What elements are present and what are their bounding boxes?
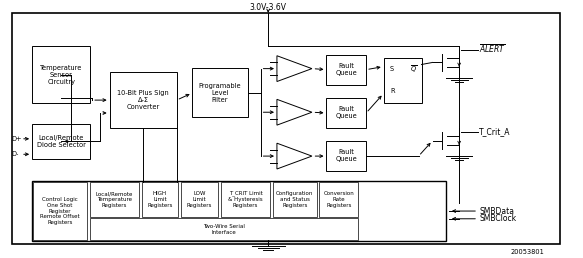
Text: Configuration
and Status
Registers: Configuration and Status Registers (276, 191, 314, 208)
Text: Temperature
Sensor
Circuitry: Temperature Sensor Circuitry (40, 65, 82, 85)
Bar (326, 55, 366, 85)
Text: Programable
Level
Filter: Programable Level Filter (199, 83, 241, 103)
Bar (90, 218, 358, 240)
Text: 20053801: 20053801 (511, 248, 545, 255)
Text: LOW
Limit
Registers: LOW Limit Registers (187, 191, 212, 208)
Bar (32, 124, 90, 159)
Text: D-: D- (12, 151, 19, 157)
Bar (221, 182, 270, 217)
Text: Two-Wire Serial
Interface: Two-Wire Serial Interface (203, 224, 245, 235)
Bar (192, 68, 248, 117)
Text: R: R (390, 87, 395, 94)
Bar (90, 182, 139, 217)
Bar (12, 13, 560, 244)
Text: Control Logic
One Shot
Register
Remote Offset
Registers: Control Logic One Shot Register Remote O… (40, 197, 80, 225)
Bar (110, 72, 177, 128)
Bar (181, 182, 218, 217)
Text: Fault
Queue: Fault Queue (335, 149, 357, 163)
Text: $\overline{Q}$: $\overline{Q}$ (410, 64, 417, 75)
Bar (142, 182, 178, 217)
Bar (384, 58, 422, 103)
Text: Local/Remote
Diode Selector: Local/Remote Diode Selector (37, 135, 86, 148)
Text: Local/Remote
Temperature
Registers: Local/Remote Temperature Registers (96, 191, 134, 208)
Bar (326, 98, 366, 128)
Bar (32, 46, 90, 103)
Text: S: S (390, 66, 394, 72)
Text: D+: D+ (12, 136, 22, 142)
Text: SMBData: SMBData (479, 207, 514, 215)
Text: HIGH
Limit
Registers: HIGH Limit Registers (147, 191, 173, 208)
Bar (32, 181, 446, 241)
Text: Fault
Queue: Fault Queue (335, 106, 357, 119)
Polygon shape (277, 56, 312, 82)
Text: 10-Bit Plus Sign
Δ-Σ
Converter: 10-Bit Plus Sign Δ-Σ Converter (117, 90, 169, 110)
Text: SMBClock: SMBClock (479, 214, 517, 223)
Bar (33, 182, 87, 240)
Bar (273, 182, 317, 217)
Text: Fault
Queue: Fault Queue (335, 63, 357, 76)
Text: $\overline{ALERT}$: $\overline{ALERT}$ (479, 44, 507, 55)
Polygon shape (277, 143, 312, 169)
Text: T_CRIT Limit
& Hysteresis
Registers: T_CRIT Limit & Hysteresis Registers (228, 191, 263, 208)
Bar (319, 182, 358, 217)
Text: Conversion
Rate
Registers: Conversion Rate Registers (324, 191, 354, 208)
Polygon shape (277, 99, 312, 125)
Bar (326, 141, 366, 171)
Text: T_Crit_A: T_Crit_A (479, 127, 511, 136)
Text: 3.0V-3.6V: 3.0V-3.6V (250, 3, 287, 12)
